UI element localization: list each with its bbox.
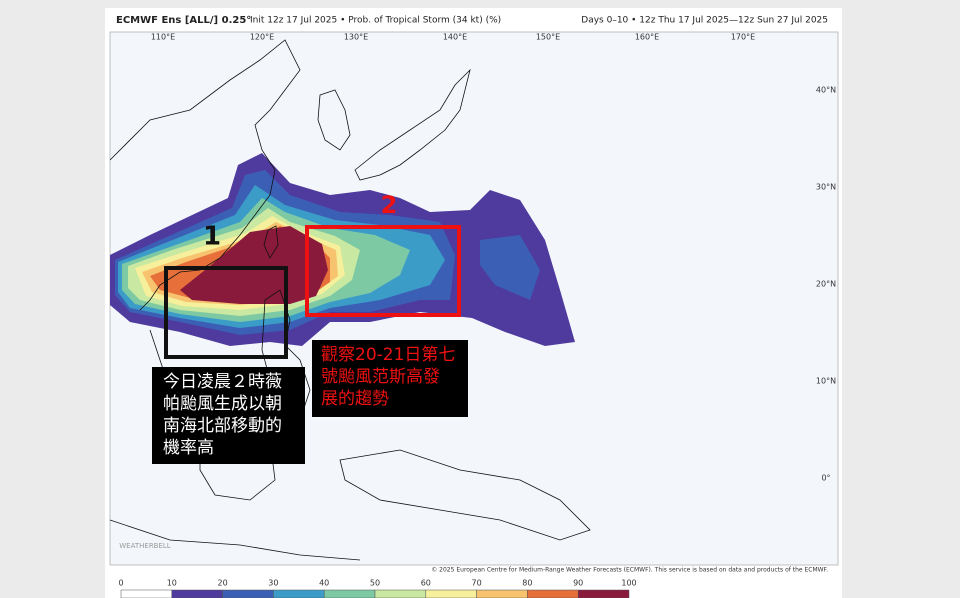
lat-label: 40°N — [816, 86, 836, 95]
colorbar-tick: 90 — [573, 579, 583, 588]
colorbar-tick: 100 — [621, 579, 636, 588]
colorbar-box — [222, 589, 274, 598]
colorbar-box — [120, 589, 173, 598]
colorbar-box — [476, 589, 528, 598]
highlight-box-1 — [164, 266, 288, 359]
lat-label: 20°N — [816, 280, 836, 289]
date-range: Days 0–10 • 12z Thu 17 Jul 2025—12z Sun … — [581, 16, 828, 26]
colorbar-tick: 70 — [472, 579, 482, 588]
colorbar-box — [171, 589, 223, 598]
lon-label: 130°E — [344, 33, 368, 42]
credit: © 2025 European Centre for Medium-Range … — [431, 567, 828, 574]
lat-label: 0° — [821, 474, 830, 483]
colorbar-box — [273, 589, 325, 598]
note-line: 觀察20-21日第七 — [321, 345, 455, 365]
colorbar-tick: 40 — [319, 579, 329, 588]
lon-label: 160°E — [635, 33, 659, 42]
note-line: 號颱風范斯高發 — [321, 367, 440, 387]
note-line: 展的趨勢 — [321, 389, 389, 409]
note-line: 機率高 — [163, 438, 214, 458]
lon-label: 170°E — [731, 33, 755, 42]
note-box — [152, 367, 305, 464]
highlight-box-2 — [305, 225, 461, 317]
colorbar-tick: 60 — [421, 579, 431, 588]
colorbar-box — [323, 589, 376, 598]
colorbar-box — [374, 589, 427, 598]
colorbar-tick: 50 — [370, 579, 380, 588]
colorbar-box — [577, 589, 630, 598]
colorbar-tick: 0 — [118, 579, 123, 588]
marker: 2 — [381, 191, 398, 219]
title: ECMWF Ens [ALL/] 0.25° — [116, 15, 251, 26]
colorbar-tick: 80 — [522, 579, 532, 588]
note-line: 帕颱風生成以朝 — [163, 394, 282, 414]
lat-label: 30°N — [816, 183, 836, 192]
subtitle: Init 12z 17 Jul 2025 • Prob. of Tropical… — [250, 16, 501, 26]
watermark: WEATHERBELL — [119, 542, 171, 550]
colorbar-tick: 10 — [167, 579, 177, 588]
note-line: 南海北部移動的 — [163, 416, 282, 436]
colorbar-tick: 20 — [218, 579, 228, 588]
colorbar-tick: 30 — [268, 579, 278, 588]
lon-label: 110°E — [151, 33, 175, 42]
lon-label: 120°E — [250, 33, 274, 42]
note-box — [312, 340, 468, 417]
marker: 1 — [203, 222, 221, 252]
colorbar-box — [527, 589, 579, 598]
colorbar-box — [425, 589, 477, 598]
lat-label: 10°N — [816, 377, 836, 386]
lon-label: 140°E — [443, 33, 467, 42]
note-line: 今日凌晨２時薇 — [163, 372, 282, 392]
lon-label: 150°E — [536, 33, 560, 42]
